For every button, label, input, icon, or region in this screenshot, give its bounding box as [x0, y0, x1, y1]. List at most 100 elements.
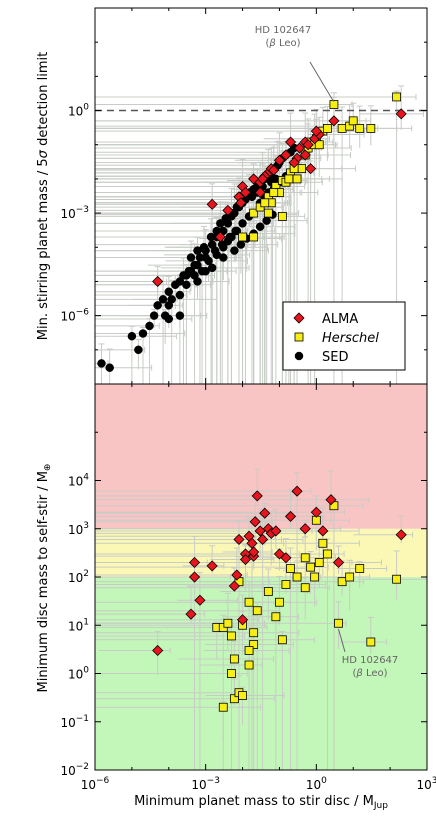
top-y-axis-title: Min. stirring planet mass / 5σ detection…	[36, 52, 51, 340]
herschel-point	[238, 232, 247, 242]
herschel-point	[227, 669, 236, 678]
x-tick-label: 103	[416, 776, 436, 792]
alma-point	[270, 525, 282, 537]
alma-point	[305, 163, 317, 175]
alma-point	[239, 186, 252, 199]
sed-point	[175, 311, 185, 320]
alma-point	[194, 594, 206, 606]
herschel-point	[318, 538, 328, 548]
herschel-point	[310, 572, 320, 582]
sed-point	[193, 277, 202, 286]
alma-point	[299, 149, 311, 161]
legend-label: ALMA	[322, 312, 358, 327]
herschel-point	[286, 564, 295, 573]
sed-point	[138, 329, 148, 338]
sed-point	[219, 253, 228, 262]
x-tick-label: 10−6	[81, 776, 110, 792]
herschel-point	[329, 100, 339, 109]
y-tick-label: 101	[68, 617, 89, 633]
alma-point	[188, 556, 201, 569]
herschel-point	[252, 606, 262, 616]
alma-point	[185, 608, 197, 620]
herschel-point	[337, 124, 347, 133]
herschel-point	[292, 572, 302, 582]
herschel-point	[292, 174, 302, 184]
herschel-point	[277, 635, 287, 645]
herschel-point	[249, 628, 259, 638]
legend-marker-square	[294, 332, 304, 342]
alma-point	[152, 275, 164, 288]
alma-point	[249, 516, 261, 528]
y-tick-label: 104	[68, 473, 89, 489]
sed-point	[97, 359, 106, 368]
herschel-point	[297, 164, 307, 174]
alma-point	[188, 571, 201, 583]
herschel-point	[238, 691, 247, 700]
herschel-point	[275, 597, 284, 607]
herschel-point	[345, 572, 355, 582]
herschel-point	[271, 612, 281, 622]
alma-point	[310, 506, 322, 518]
annotation-line1: HD 102647	[342, 655, 399, 666]
herschel-point	[337, 577, 347, 587]
y-tick-label: 10−3	[60, 205, 89, 221]
sed-point	[231, 226, 240, 236]
alma-point	[233, 533, 245, 546]
sed-point	[201, 253, 210, 262]
alma-point	[257, 173, 269, 185]
plot-area	[95, 384, 427, 770]
alma-point	[310, 125, 322, 137]
alma-point	[254, 186, 266, 199]
herschel-point	[244, 646, 254, 655]
herschel-point	[249, 232, 259, 242]
legend-label: SED	[322, 350, 348, 365]
sed-point	[230, 246, 239, 255]
alma-point	[228, 580, 240, 592]
alma-point	[291, 485, 303, 497]
sed-point	[221, 214, 230, 223]
herschel-point	[300, 583, 310, 593]
alma-point	[325, 494, 337, 506]
alma-point	[214, 231, 226, 243]
alma-point	[273, 154, 286, 166]
sed-point	[164, 287, 174, 296]
sed-point	[175, 290, 185, 300]
x-axis-title: Minimum planet mass to stir disc / MJup	[134, 794, 388, 811]
alma-point	[288, 157, 300, 169]
sed-point	[134, 345, 143, 355]
alma-point	[302, 139, 314, 151]
sed-point	[207, 263, 217, 273]
top-panel: 10−6 10−3 100 HD 102647 (β Leo) ALMA Herschel S…	[60, 7, 428, 385]
alma-point	[280, 149, 292, 161]
y-tick-label: 10−2	[60, 762, 89, 778]
alma-point	[222, 204, 234, 216]
herschel-point	[355, 124, 365, 133]
alma-point	[328, 115, 340, 127]
herschel-point	[306, 562, 316, 572]
alma-point	[152, 644, 164, 657]
sed-point	[206, 232, 216, 242]
alma-point	[284, 136, 297, 148]
alma-point	[395, 529, 407, 541]
sed-point	[217, 240, 227, 249]
sed-point	[153, 301, 162, 310]
y-tick-label: 100	[68, 103, 89, 119]
alma-point	[231, 569, 243, 581]
sed-point	[199, 243, 209, 252]
alma-point	[268, 164, 280, 176]
band-2	[95, 384, 427, 529]
x-tick-label: 100	[306, 776, 327, 792]
herschel-point	[348, 116, 358, 126]
herschel-point	[314, 140, 324, 150]
y-tick-label: 100	[68, 666, 89, 682]
herschel-point	[334, 618, 343, 628]
sed-point	[255, 222, 265, 231]
sed-point	[262, 216, 271, 225]
sed-point	[167, 295, 176, 304]
legend-marker-diamond	[293, 312, 305, 324]
sed-point	[160, 311, 170, 320]
sed-point	[149, 311, 159, 320]
alma-point	[257, 533, 269, 546]
